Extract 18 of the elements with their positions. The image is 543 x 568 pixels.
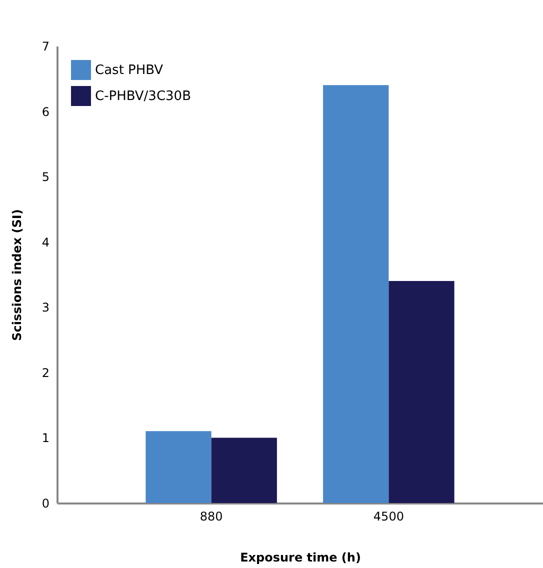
y-axis-title: Scissions index (SI): [10, 209, 24, 341]
legend-label: C-PHBV/3C30B: [95, 89, 191, 104]
x-tick-label: 880: [200, 510, 223, 524]
x-axis-title: Exposure time (h): [240, 550, 361, 564]
bar: [146, 431, 212, 503]
y-tick-label: 6: [42, 104, 50, 119]
bar: [211, 438, 277, 503]
x-tick-label: 4500: [373, 510, 404, 524]
legend-label: Cast PHBV: [95, 63, 164, 78]
y-tick-label: 4: [42, 235, 50, 250]
y-tick-label: 7: [42, 40, 50, 54]
y-tick-label: 2: [42, 366, 50, 380]
y-tick-label: 0: [42, 496, 50, 510]
y-tick-label: 3: [42, 300, 50, 315]
bar: [323, 85, 389, 503]
y-tick-label: 5: [42, 170, 50, 184]
y-tick-label: 1: [42, 431, 50, 446]
bar: [388, 281, 454, 503]
